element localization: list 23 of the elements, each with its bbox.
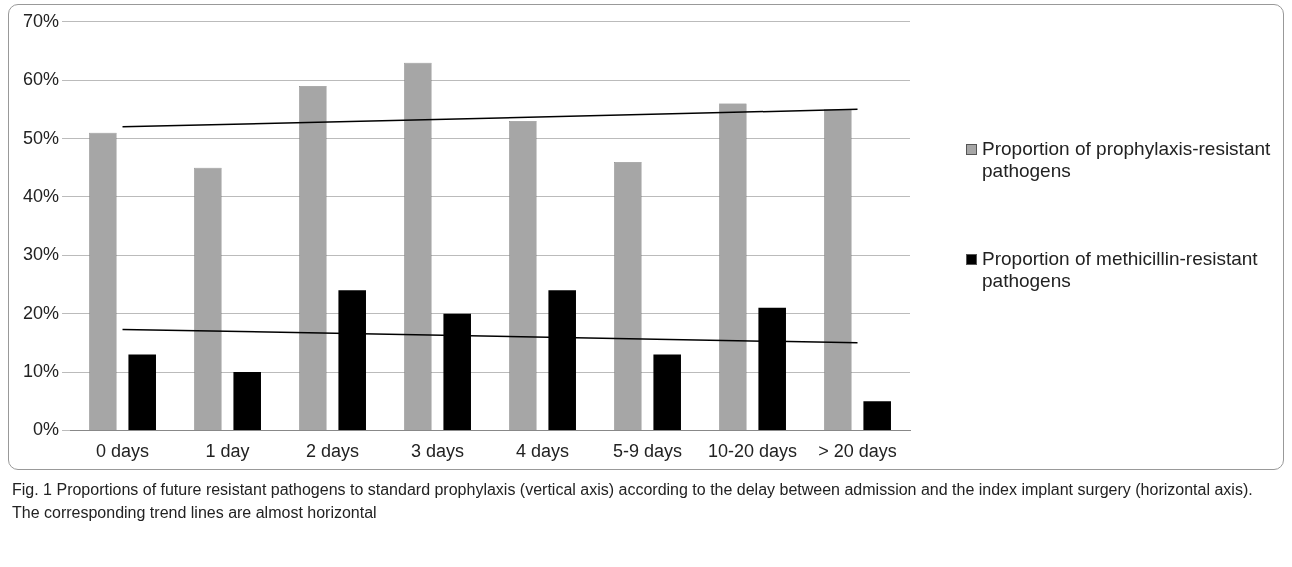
y-tick-label: 60% [23,69,60,90]
x-tick-label: 4 days [515,441,570,462]
y-tick-label: 30% [23,244,60,265]
x-tick-label: 10-20 days [707,441,798,462]
y-tick-label: 0% [33,419,60,440]
bar [653,354,681,430]
caption: Fig. 1 Proportions of future resistant pathogens to standard prophylaxis (vertical axis) according to the delay between admission and the index implant surgery (horizontal axis). The corresponding trend lines are almost horizontal [12,480,1254,523]
x-tick-label: 2 days [305,441,360,462]
bar [863,401,891,430]
y-tick-label: 40% [23,185,60,206]
y-tick-label: 10% [23,361,60,381]
y-tick-label: 50% [23,127,60,148]
y-tick-label: 20% [23,302,60,323]
bar [233,372,261,430]
legend-label: Proportion of methicillin-resistant pathogens [982,248,1259,292]
legend-label: Proportion of prophylaxis-resistant pathogens [982,138,1272,182]
x-tick-label: 5-9 days [612,441,683,462]
x-tick-label: > 20 days [818,441,897,462]
x-tick-label: 0 days [96,441,150,462]
x-tick-label: 1 day [205,441,250,462]
x-tick-label: 3 days [410,441,465,462]
y-tick-label: 70% [23,10,60,31]
bar [128,354,156,430]
